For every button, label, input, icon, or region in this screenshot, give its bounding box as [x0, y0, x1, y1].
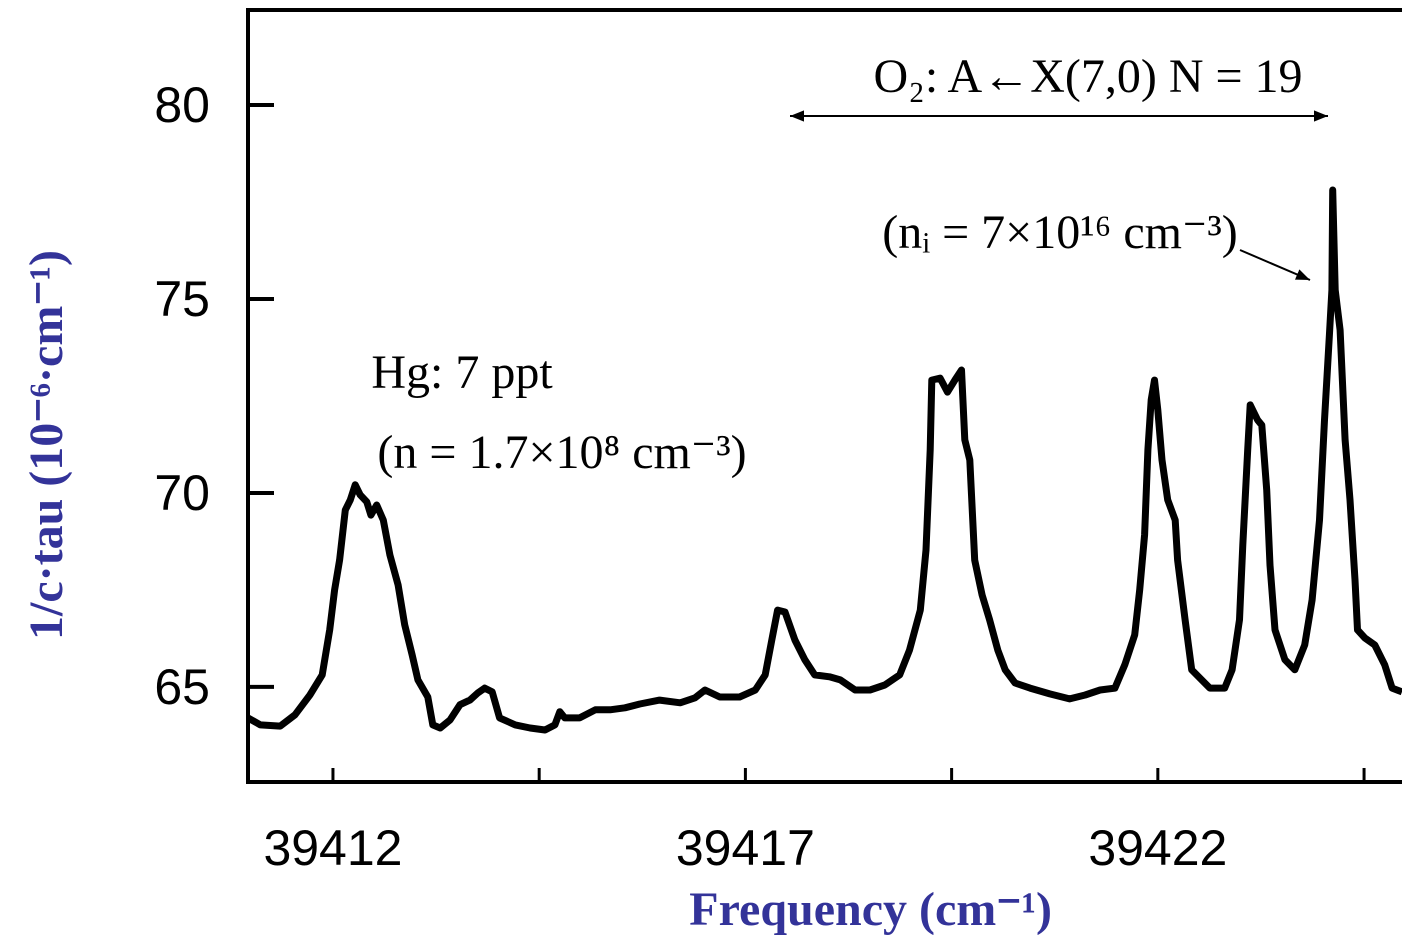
x-tick-label: 39417 [676, 820, 815, 876]
data-line [246, 186, 1402, 734]
axes-frame [246, 8, 1402, 784]
y-tick-label: 65 [154, 659, 210, 715]
hg-annotation: Hg: 7 ppt [371, 346, 553, 399]
x-axis-label: Frequency (cm⁻¹) [689, 883, 1052, 935]
y-tick-label: 75 [154, 271, 210, 327]
peak-arrow [1239, 249, 1311, 281]
x-tick-label: 39422 [1088, 820, 1227, 876]
n-annotation: (n = 1.7×10⁸ cm⁻³) [377, 426, 746, 479]
y-tick-label: 80 [154, 77, 210, 133]
o2-annotation: O₂: A←X(7,0) N = 19 [873, 50, 1302, 103]
x-tick-label: 39412 [263, 820, 402, 876]
y-tick-label: 70 [154, 465, 210, 521]
ni-annotation: (nᵢ = 7×10¹⁶ cm⁻³) [882, 206, 1237, 259]
y-axis-label: 1/c·tau (10⁻⁶·cm⁻¹) [20, 250, 73, 640]
